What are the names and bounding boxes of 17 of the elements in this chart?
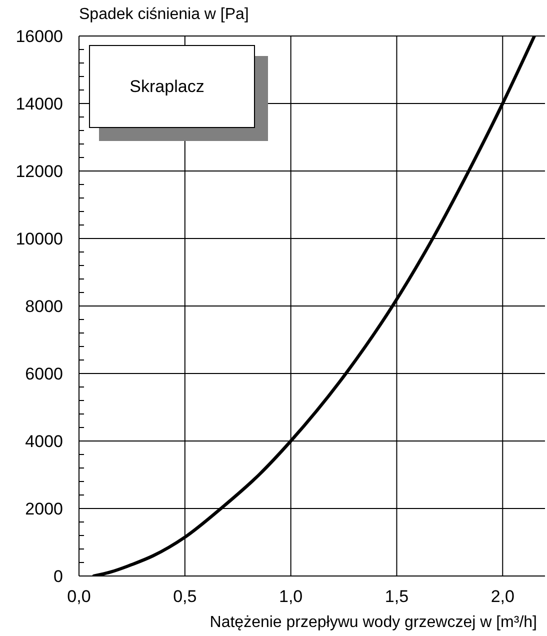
x-axis-title: Natężenie przepływu wody grzewczej w [m³/h] (210, 614, 537, 632)
x-tick-label: 2,0 (490, 587, 514, 606)
x-tick-label: 1,5 (384, 587, 409, 606)
x-tick-label: 0,0 (67, 587, 91, 606)
x-tick-label: 1,0 (279, 587, 303, 606)
y-axis-title: Spadek ciśnienia w [Pa] (79, 6, 249, 24)
y-tick-label: 16000 (16, 26, 63, 46)
y-tick-label: 12000 (16, 162, 63, 181)
y-tick-label: 14000 (16, 94, 63, 114)
y-tick-label: 4000 (25, 432, 63, 451)
y-tick-label: 10000 (16, 229, 63, 248)
x-tick-label: 0,5 (173, 587, 197, 606)
y-tick-label: 0 (54, 566, 63, 586)
y-tick-label: 8000 (25, 296, 63, 316)
y-tick-label: 2000 (25, 499, 63, 518)
y-tick-label: 6000 (25, 364, 63, 384)
annotation: Skraplacz (130, 76, 204, 96)
